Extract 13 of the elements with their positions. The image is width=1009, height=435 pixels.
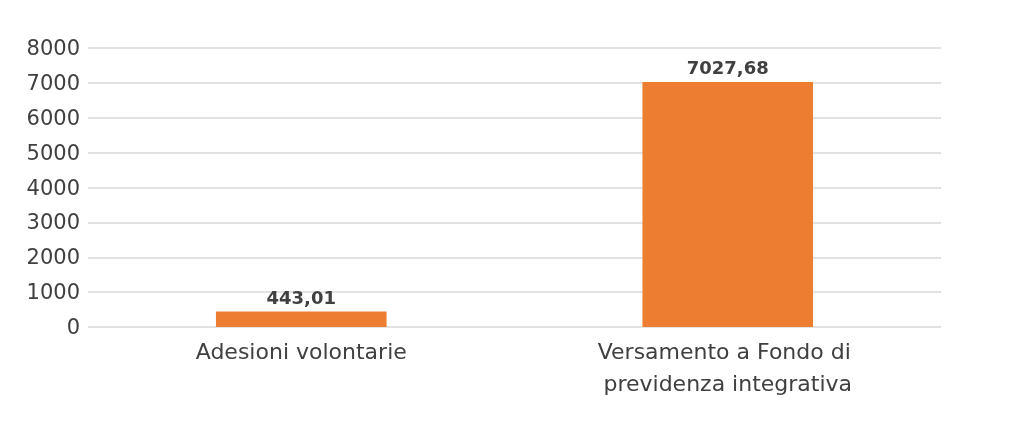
x-tick-label: Versamento a Fondo di previdenza integrativa [597, 338, 858, 396]
y-tick-label: 8000 [26, 36, 80, 60]
y-tick-label: 1000 [26, 280, 80, 305]
y-tick-label: 5000 [26, 140, 80, 165]
y-tick-label: 4000 [26, 175, 80, 200]
y-tick-label: 2000 [26, 245, 80, 270]
y-tick-label: 3000 [26, 210, 80, 235]
y-tick-label: 6000 [26, 105, 80, 130]
data-label: 443,01 [266, 287, 336, 309]
y-tick-label: 0 [66, 315, 80, 339]
x-tick-label: Adesioni volontarie [195, 338, 407, 364]
data-label: 7027,68 [686, 57, 769, 79]
y-tick-label: 7000 [26, 70, 80, 95]
